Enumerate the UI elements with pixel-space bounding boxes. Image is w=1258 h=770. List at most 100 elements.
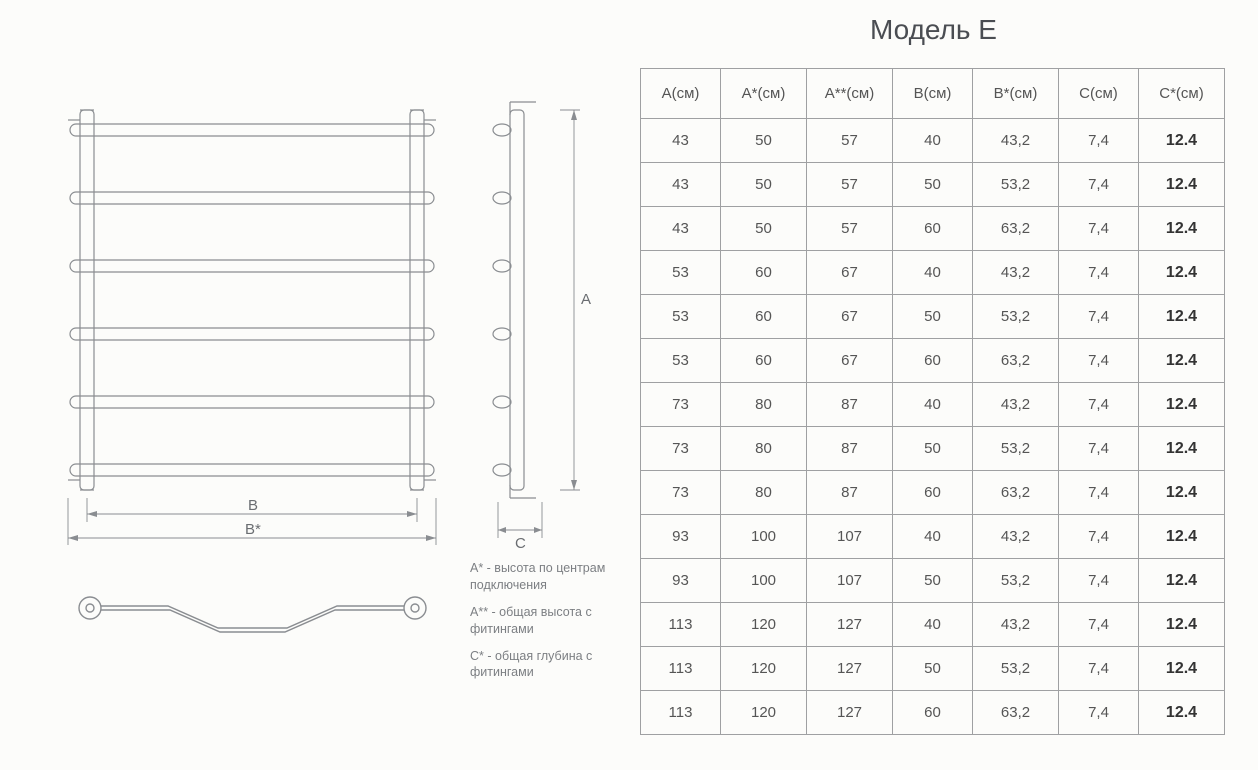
table-cell: 50 — [721, 207, 807, 251]
table-cell: 43 — [641, 163, 721, 207]
table-cell: 40 — [893, 515, 973, 559]
table-row: 931001075053,27,412.4 — [641, 559, 1225, 603]
table-row: 1131201276063,27,412.4 — [641, 691, 1225, 735]
table-cell: 73 — [641, 383, 721, 427]
table-cell: 43 — [641, 207, 721, 251]
table-col-header: A*(см) — [721, 69, 807, 119]
table-cell: 60 — [893, 471, 973, 515]
table-row: 5360674043,27,412.4 — [641, 251, 1225, 295]
table-cell: 53,2 — [973, 163, 1059, 207]
table-cell: 53,2 — [973, 295, 1059, 339]
table-cell: 63,2 — [973, 471, 1059, 515]
table-cell: 73 — [641, 471, 721, 515]
diagram-legend: A* - высота по центрам подключения A** -… — [470, 560, 640, 691]
table-row: 931001074043,27,412.4 — [641, 515, 1225, 559]
table-row: 4350576063,27,412.4 — [641, 207, 1225, 251]
table-cell: 7,4 — [1059, 691, 1139, 735]
table-cell: 7,4 — [1059, 295, 1139, 339]
table-cell: 43,2 — [973, 119, 1059, 163]
table-cell: 43 — [641, 119, 721, 163]
table-cell: 12.4 — [1139, 559, 1225, 603]
table-cell: 120 — [721, 647, 807, 691]
table-cell: 127 — [807, 647, 893, 691]
table-cell: 7,4 — [1059, 163, 1139, 207]
legend-a-dstar: A** - общая высота с фитингами — [470, 604, 640, 638]
table-cell: 113 — [641, 691, 721, 735]
table-cell: 43,2 — [973, 515, 1059, 559]
table-cell: 50 — [893, 427, 973, 471]
dim-label-a: A — [581, 291, 591, 308]
table-cell: 120 — [721, 691, 807, 735]
table-cell: 7,4 — [1059, 647, 1139, 691]
table-cell: 80 — [721, 427, 807, 471]
table-cell: 73 — [641, 427, 721, 471]
table-cell: 113 — [641, 603, 721, 647]
table-cell: 63,2 — [973, 207, 1059, 251]
table-cell: 12.4 — [1139, 603, 1225, 647]
table-cell: 53 — [641, 251, 721, 295]
table-col-header: B(см) — [893, 69, 973, 119]
table-col-header: C(см) — [1059, 69, 1139, 119]
table-cell: 7,4 — [1059, 251, 1139, 295]
dimensions-table: A(см)A*(см)A**(см)B(см)B*(см)C(см)C*(см)… — [640, 68, 1225, 735]
table-cell: 93 — [641, 559, 721, 603]
table-cell: 113 — [641, 647, 721, 691]
table-cell: 12.4 — [1139, 251, 1225, 295]
table-cell: 40 — [893, 383, 973, 427]
table-cell: 7,4 — [1059, 427, 1139, 471]
table-cell: 60 — [893, 691, 973, 735]
table-row: 5360676063,27,412.4 — [641, 339, 1225, 383]
table-cell: 93 — [641, 515, 721, 559]
table-cell: 127 — [807, 691, 893, 735]
table-cell: 50 — [721, 119, 807, 163]
table-cell: 12.4 — [1139, 691, 1225, 735]
table-cell: 107 — [807, 559, 893, 603]
table-row: 1131201275053,27,412.4 — [641, 647, 1225, 691]
legend-a-star: A* - высота по центрам подключения — [470, 560, 640, 594]
table-cell: 7,4 — [1059, 471, 1139, 515]
table-cell: 53 — [641, 295, 721, 339]
table-cell: 63,2 — [973, 339, 1059, 383]
table-row: 1131201274043,27,412.4 — [641, 603, 1225, 647]
table-cell: 50 — [893, 295, 973, 339]
table-cell: 80 — [721, 471, 807, 515]
table-cell: 7,4 — [1059, 207, 1139, 251]
dim-label-c: C — [515, 535, 526, 552]
table-cell: 12.4 — [1139, 383, 1225, 427]
table-cell: 60 — [893, 207, 973, 251]
table-cell: 12.4 — [1139, 647, 1225, 691]
table-cell: 127 — [807, 603, 893, 647]
legend-c-star: C* - общая глубина с фитингами — [470, 648, 640, 682]
table-col-header: A(см) — [641, 69, 721, 119]
table-cell: 100 — [721, 559, 807, 603]
table-cell: 60 — [721, 339, 807, 383]
table-cell: 12.4 — [1139, 471, 1225, 515]
table-cell: 50 — [893, 559, 973, 603]
table-cell: 53 — [641, 339, 721, 383]
table-cell: 57 — [807, 207, 893, 251]
table-cell: 12.4 — [1139, 163, 1225, 207]
table-cell: 67 — [807, 339, 893, 383]
table-cell: 50 — [721, 163, 807, 207]
table-header-row: A(см)A*(см)A**(см)B(см)B*(см)C(см)C*(см) — [641, 69, 1225, 119]
table-cell: 43,2 — [973, 251, 1059, 295]
table-cell: 7,4 — [1059, 559, 1139, 603]
table-cell: 40 — [893, 603, 973, 647]
table-cell: 12.4 — [1139, 295, 1225, 339]
table-cell: 12.4 — [1139, 119, 1225, 163]
table-body: 4350574043,27,412.44350575053,27,412.443… — [641, 119, 1225, 735]
table-cell: 80 — [721, 383, 807, 427]
dim-label-bstar: B* — [245, 521, 261, 538]
table-cell: 7,4 — [1059, 603, 1139, 647]
table-cell: 100 — [721, 515, 807, 559]
table-cell: 60 — [893, 339, 973, 383]
table-cell: 53,2 — [973, 427, 1059, 471]
table-cell: 120 — [721, 603, 807, 647]
table-cell: 12.4 — [1139, 339, 1225, 383]
table-cell: 12.4 — [1139, 207, 1225, 251]
table-cell: 40 — [893, 251, 973, 295]
table-cell: 60 — [721, 295, 807, 339]
table-cell: 60 — [721, 251, 807, 295]
dim-label-b: B — [248, 497, 258, 514]
table-cell: 107 — [807, 515, 893, 559]
